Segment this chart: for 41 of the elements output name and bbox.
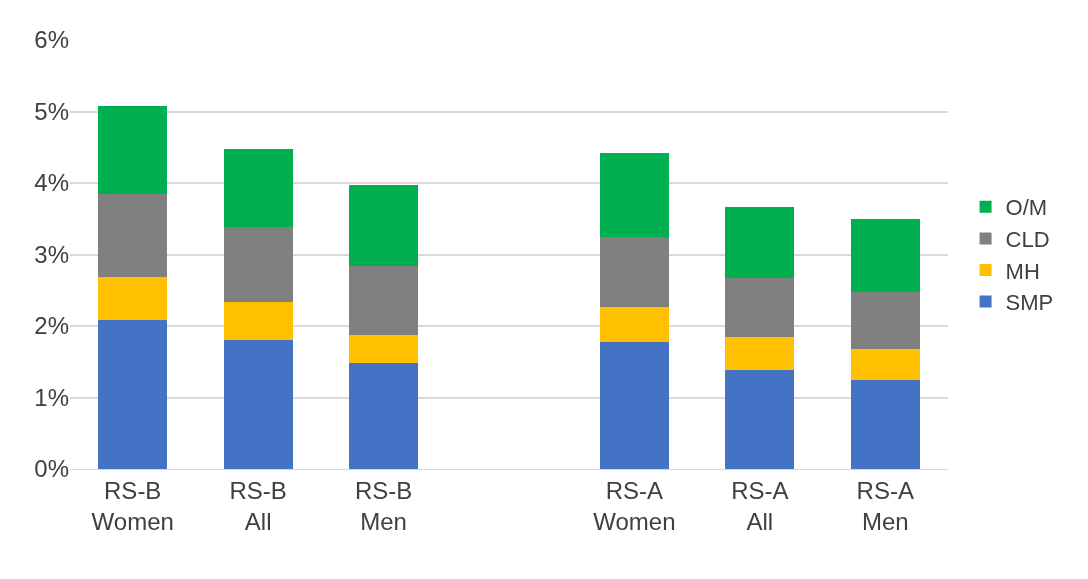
bar [599,342,669,469]
y-tick-label: 6% [34,26,69,54]
bar [725,207,795,279]
bar [850,219,920,293]
x-tick-label: RS-B All [229,476,287,535]
bar [349,185,419,266]
x-tick-label: RS-A All [731,476,789,535]
bar [98,320,168,469]
legend-label: CLD [1005,226,1050,252]
bar [725,336,795,371]
bar [349,363,419,469]
bar [223,302,293,340]
y-tick-label: 2% [34,312,69,340]
legend-label: MH [1005,258,1040,284]
legend-label: SMP [1005,290,1054,316]
bar [599,152,669,237]
bar [349,265,419,335]
legend-label: O/M [1005,195,1048,221]
y-tick-label: 3% [34,240,69,268]
y-tick-label: 4% [34,169,69,197]
y-tick-label: 1% [34,383,69,411]
bar [850,348,920,381]
bar [98,194,168,278]
x-tick-label: RS-B Women [91,476,174,535]
bar [725,370,795,469]
bar [349,334,419,364]
bar [725,278,795,337]
x-tick-label: RS-A Men [856,476,914,535]
bar [599,236,669,308]
bar [98,277,168,321]
bar [850,292,920,349]
x-tick-label: RS-B Men [354,476,413,535]
bar [599,307,669,343]
bar [98,105,168,195]
y-tick-label: 5% [34,97,69,125]
bar [223,339,293,469]
y-tick-label: 0% [34,455,69,483]
bar [223,227,293,303]
bar [223,148,293,228]
bar [850,380,920,469]
x-tick-label: RS-A Women [593,476,676,535]
